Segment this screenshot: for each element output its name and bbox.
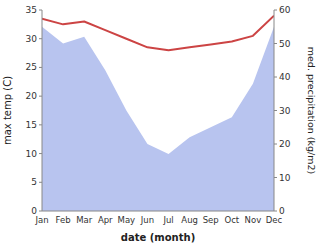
y-tick-label: 30 [26,34,38,44]
x-tick-label: May [118,215,136,225]
y-tick-label: 15 [26,120,37,130]
y-axis-label: max temp (C) [2,76,13,145]
x-tick-label: Sep [203,215,219,225]
y2-tick-label: 50 [279,39,291,49]
y-tick [39,124,42,125]
y2-axis-label: med. precipitation (kg/m2) [306,47,317,174]
x-tick-label: Dec [266,215,283,225]
y-tick [39,96,42,97]
y2-tick [274,77,277,78]
chart: 051015202530350102030405060JanFebMarAprM… [0,0,318,247]
x-tick-label: Mar [76,215,93,225]
x-tick-label: Aug [181,215,198,225]
y-tick-label: 25 [26,62,37,72]
y-tick [39,10,42,11]
y2-tick [274,177,277,178]
y2-tick-label: 20 [279,139,291,149]
y2-tick [274,43,277,44]
y-axis-line [42,10,43,211]
y2-tick-label: 60 [279,5,291,15]
y-tick-label: 5 [31,177,37,187]
y2-tick-label: 40 [279,72,291,82]
x-tick-label: Jul [162,215,173,225]
y-tick [39,67,42,68]
x-axis-line [42,211,274,212]
y-tick-label: 20 [26,91,38,101]
x-tick-label: Apr [98,215,113,225]
x-tick-label: Jun [140,215,154,225]
plot-area [42,16,274,211]
x-tick-label: Nov [245,215,262,225]
x-tick-label: Feb [56,215,71,225]
y2-tick [274,110,277,111]
x-tick-label: Jan [34,215,48,225]
y-tick [39,38,42,39]
y-tick [39,182,42,183]
y2-tick [274,144,277,145]
temperature-line [42,16,274,50]
y2-tick-label: 30 [279,106,291,116]
y2-tick [274,211,277,212]
x-tick-label: Oct [224,215,239,225]
y2-tick [274,10,277,11]
y-tick [39,211,42,212]
y2-tick-label: 10 [279,173,291,183]
y-tick [39,153,42,154]
y-tick-label: 35 [26,5,37,15]
precipitation-area [42,27,274,211]
y-tick-label: 10 [26,149,38,159]
x-axis-label: date (month) [121,232,195,243]
